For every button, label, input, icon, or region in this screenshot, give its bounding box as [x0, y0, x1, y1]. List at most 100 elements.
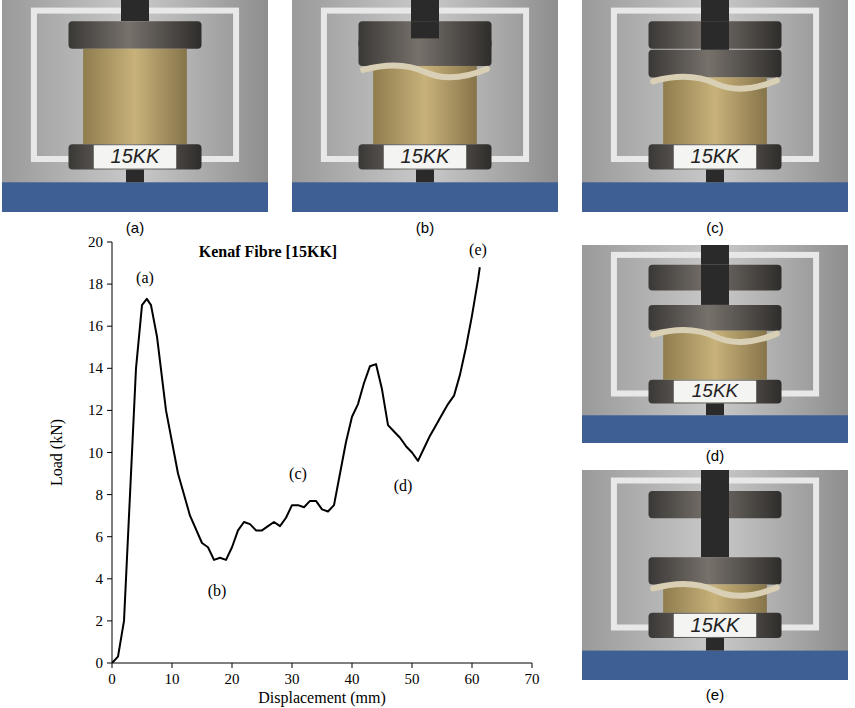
- y-tick-label: 0: [96, 655, 104, 671]
- x-tick-label: 40: [345, 671, 360, 687]
- machine-base: [292, 182, 558, 212]
- upper-rod: [701, 491, 729, 557]
- x-axis: [112, 663, 532, 664]
- y-tick-label: 6: [96, 529, 104, 545]
- y-axis: [112, 242, 113, 663]
- specimen-label: 15KK: [111, 145, 162, 167]
- x-tick-label: 20: [225, 671, 240, 687]
- photo: 15KK: [582, 245, 848, 443]
- chart-title: Kenaf Fibre [15KK]: [199, 243, 337, 260]
- y-tick: [107, 326, 112, 327]
- x-tick-label: 60: [465, 671, 480, 687]
- y-tick: [107, 452, 112, 453]
- y-tick-label: 8: [96, 487, 104, 503]
- photo: 15KK: [292, 0, 558, 212]
- y-tick-label: 10: [88, 445, 103, 461]
- upper-platen: [69, 21, 202, 49]
- specimen-label: 15KK: [691, 145, 742, 167]
- x-tick: [532, 663, 533, 668]
- annotation: (a): [136, 269, 154, 287]
- x-tick: [172, 663, 173, 668]
- y-tick-label: 4: [96, 571, 104, 587]
- upper-platen: [359, 38, 492, 66]
- crushed-fibres: [363, 65, 487, 77]
- photo-caption: (a): [126, 219, 144, 236]
- x-tick-label: 0: [108, 671, 116, 687]
- y-tick: [107, 494, 112, 495]
- lower-platen: [649, 380, 782, 404]
- photo-caption: (c): [706, 219, 724, 236]
- photo-caption: (b): [416, 219, 434, 236]
- lower-rod: [706, 638, 724, 651]
- lower-platen: [649, 144, 782, 169]
- crushed-fibres: [653, 77, 777, 89]
- load-curve: [112, 267, 480, 663]
- photo: 15KK: [582, 470, 848, 680]
- specimen-label: 15KK: [692, 380, 740, 401]
- machine-frame: [614, 255, 816, 394]
- x-tick-label: 10: [165, 671, 180, 687]
- x-tick-label: 70: [525, 671, 540, 687]
- lower-rod: [706, 170, 724, 183]
- upper-rod: [701, 21, 729, 50]
- y-tick: [107, 663, 112, 664]
- lower-rod: [126, 170, 144, 183]
- upper-rod: [701, 265, 729, 305]
- y-tick-label: 16: [88, 318, 104, 334]
- chart: 02468101214161820010203040506070Displace…: [48, 234, 540, 707]
- x-tick: [292, 663, 293, 668]
- photo: 15KK: [2, 0, 268, 212]
- machine-base: [582, 415, 848, 443]
- label-tape: [384, 145, 466, 168]
- y-tick: [107, 536, 112, 537]
- machine-frame: [614, 11, 816, 159]
- lower-platen: [649, 613, 782, 638]
- upper-rod: [121, 0, 149, 21]
- machine-base: [582, 182, 848, 212]
- machine-frame: [614, 481, 816, 628]
- y-tick: [107, 410, 112, 411]
- photo-caption: (e): [706, 686, 724, 703]
- y-tick: [107, 242, 112, 243]
- annotation: (e): [469, 241, 487, 259]
- annotation: (b): [208, 582, 227, 600]
- machine-base: [582, 651, 848, 680]
- lower-platen: [69, 144, 202, 169]
- label-tape: [674, 614, 756, 637]
- specimen: [83, 49, 187, 144]
- upper-rod: [701, 245, 729, 265]
- upper-platen: [649, 50, 782, 78]
- x-tick: [412, 663, 413, 668]
- y-tick-label: 12: [88, 402, 103, 418]
- machine-frame: [34, 11, 236, 159]
- label-tape: [674, 381, 756, 403]
- y-tick-label: 20: [88, 234, 103, 250]
- plot-area: [112, 267, 480, 663]
- crushed-fibres: [653, 584, 777, 596]
- photo-background: [582, 245, 848, 443]
- lower-platen: [359, 144, 492, 169]
- upper-rod: [701, 0, 729, 21]
- x-tick: [112, 663, 113, 668]
- crushed-fibres: [653, 330, 777, 342]
- y-tick-label: 18: [88, 276, 103, 292]
- label-tape: [94, 145, 176, 168]
- upper-platen: [649, 557, 782, 584]
- photo-background: [292, 0, 558, 212]
- y-axis-title: Load (kN): [48, 419, 66, 486]
- machine-base: [2, 182, 268, 212]
- x-tick-label: 50: [405, 671, 420, 687]
- y-tick: [107, 620, 112, 621]
- y-tick: [107, 368, 112, 369]
- upper-rod: [411, 21, 439, 38]
- x-tick: [232, 663, 233, 668]
- y-tick: [107, 284, 112, 285]
- lower-rod: [416, 170, 434, 183]
- photo-caption: (d): [706, 447, 724, 464]
- photo-background: [582, 0, 848, 212]
- photo-background: [582, 470, 848, 680]
- upper-rod: [411, 0, 439, 21]
- annotation: (d): [394, 477, 413, 495]
- label-tape: [674, 145, 756, 168]
- y-tick: [107, 578, 112, 579]
